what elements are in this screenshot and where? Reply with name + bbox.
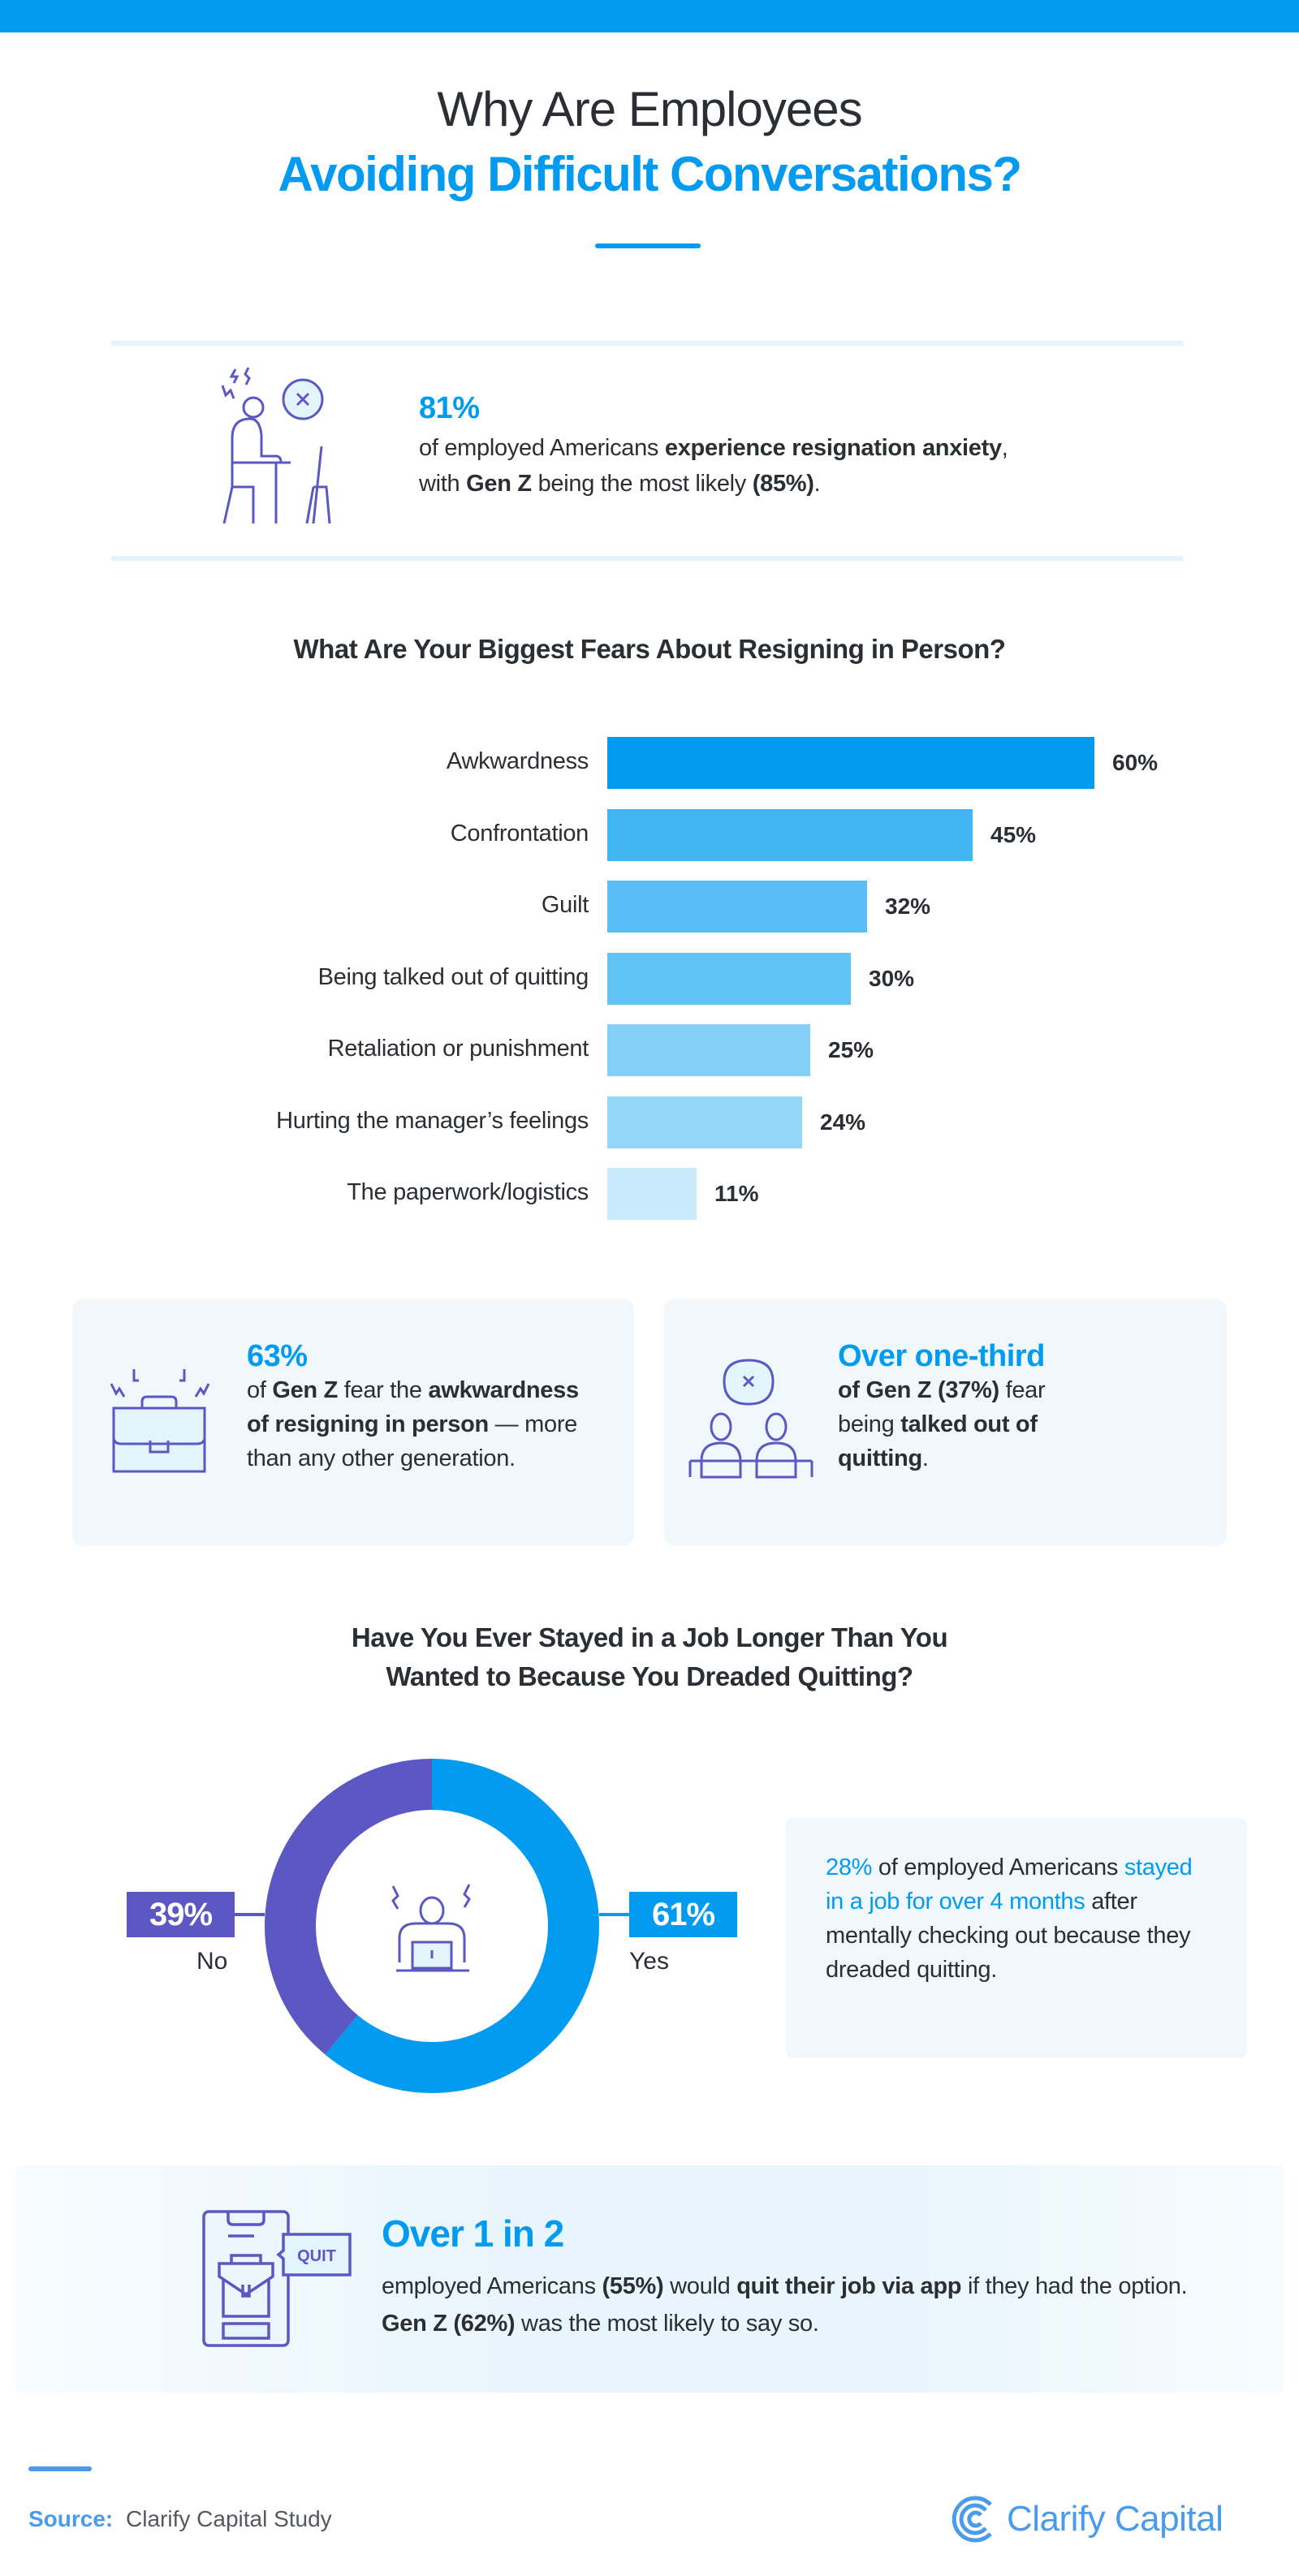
banner-description: employed Americans (55%) would quit thei… [382,2268,1193,2342]
briefcase-stress-icon [110,1369,210,1473]
bar [607,1168,697,1220]
title-line-2: Avoiding Difficult Conversations? [278,147,1022,201]
logo-text: Clarify Capital [1007,2499,1223,2539]
bar [607,952,851,1005]
text-segment: employed Americans [382,2273,602,2299]
bar-chart-title: What Are Your Biggest Fears About Resign… [293,634,1006,664]
bar [607,808,973,861]
donut-chart-title-line-1: Have You Ever Stayed in a Job Longer Tha… [351,1622,948,1652]
text-segment: Gen Z [272,1377,339,1403]
stat-63-percent: 63% [247,1339,308,1373]
text-segment: if they had the option. [961,2273,1188,2299]
frustrated-person-laptop-icon [391,1884,471,1972]
source-line: Source: Clarify Capital Study [28,2506,332,2532]
divider [111,556,1183,561]
text-segment: stayed in a job for over 4 months [826,1854,1193,1915]
text-segment: 28% [826,1854,873,1880]
stat-81-description: of employed Americans experience resigna… [419,430,1036,502]
stat-81-percent: 81% [419,391,480,425]
bar-category-label: The paperwork/logistics [347,1179,589,1205]
title-underline [595,243,701,248]
bar [607,737,1094,789]
donut-chart-title-line-2: Wanted to Because You Dreaded Quitting? [386,1661,913,1691]
bar-value-label: 25% [828,1037,874,1062]
bar-category-label: Hurting the manager’s feelings [276,1107,589,1134]
text-segment: (55%) [602,2273,664,2299]
app-quit-banner: QUIT Over 1 in 2 employed Americans (55%… [16,2165,1283,2393]
no-percent-label: 39% [127,1892,235,1937]
text-segment: after mentally checking out because they… [826,1889,1191,1983]
donut-slice-no [265,1759,599,2093]
card-gen-z-talked-out: Over one-third of Gen Z (37%) fear being… [664,1299,1227,1546]
text-segment: talked out of quitting [838,1411,1038,1471]
text-segment: experience resignation anxiety [664,435,1002,461]
text-segment: — more than any other generation. [247,1411,578,1471]
text-segment: awkwardness of resigning in person [247,1377,579,1437]
card1-description: of Gen Z fear the awkwardness of resigni… [247,1373,604,1475]
text-segment: of [247,1377,273,1403]
source-label: Source: [28,2506,114,2531]
bar-value-label: 45% [990,821,1037,847]
quit-icon-label: QUIT [297,2247,336,2265]
yes-label: Yes [629,1948,669,1975]
bar-value-label: 32% [885,894,931,919]
text-segment: being the most likely [531,471,753,497]
divider [111,341,1183,346]
yes-percent-label: 61% [629,1892,737,1937]
text-segment: . [813,471,821,497]
title-line-1: Why Are Employees [437,82,862,136]
bar-category-label: Retaliation or punishment [327,1036,589,1062]
text-segment: fear being [838,1377,1046,1437]
footer-accent-line [28,2466,92,2471]
card-gen-z-awkwardness: 63% of Gen Z fear the awkwardness of res… [72,1299,634,1546]
clarify-capital-logo: Clarify Capital [948,2493,1223,2545]
bar-category-label: Confrontation [450,820,589,846]
text-segment: of Gen Z (37%) [838,1377,999,1403]
text-segment: Gen Z [466,471,532,497]
bar-value-label: 11% [714,1181,759,1206]
bar-value-label: 60% [1112,750,1159,775]
stat-over-one-third: Over one-third [838,1339,1045,1373]
text-segment: fear the [338,1377,429,1403]
bar [607,1096,802,1148]
card2-description: of Gen Z (37%) fear being talked out of … [838,1373,1106,1475]
text-segment: of employed Americans [419,435,665,461]
source-text: Clarify Capital Study [126,2506,332,2531]
bar-value-label: 24% [820,1109,866,1135]
text-segment: . [921,1445,929,1471]
bar-category-label: Being talked out of quitting [317,963,589,990]
clarify-logo-icon [952,2496,992,2543]
bar [607,881,867,933]
donut-chart [235,1759,629,2093]
text-segment: of employed Americans [872,1854,1124,1880]
stressed-person-at-desk-icon [221,367,331,523]
text-segment: would [663,2273,737,2299]
info-box-28-percent: 28% of employed Americans stayed in a jo… [786,1818,1247,2057]
text-segment: , with [419,435,1008,497]
text-segment: was the most likely to say so. [515,2311,819,2337]
info-box-text: 28% of employed Americans stayed in a jo… [826,1850,1215,1987]
text-segment: quit their job via app [736,2273,962,2299]
no-label: No [196,1948,228,1975]
top-banner-bar [0,0,1299,32]
bar-category-label: Awkwardness [446,748,589,774]
stat-over-1-in-2: Over 1 in 2 [382,2212,564,2255]
text-segment: (85%) [752,471,814,497]
two-people-conversation-icon [688,1359,813,1479]
text-segment: Gen Z (62%) [382,2311,516,2337]
bar [607,1024,810,1076]
bar-value-label: 30% [869,965,915,991]
bar-category-label: Guilt [541,892,589,918]
phone-quit-app-icon: QUIT [202,2210,352,2347]
